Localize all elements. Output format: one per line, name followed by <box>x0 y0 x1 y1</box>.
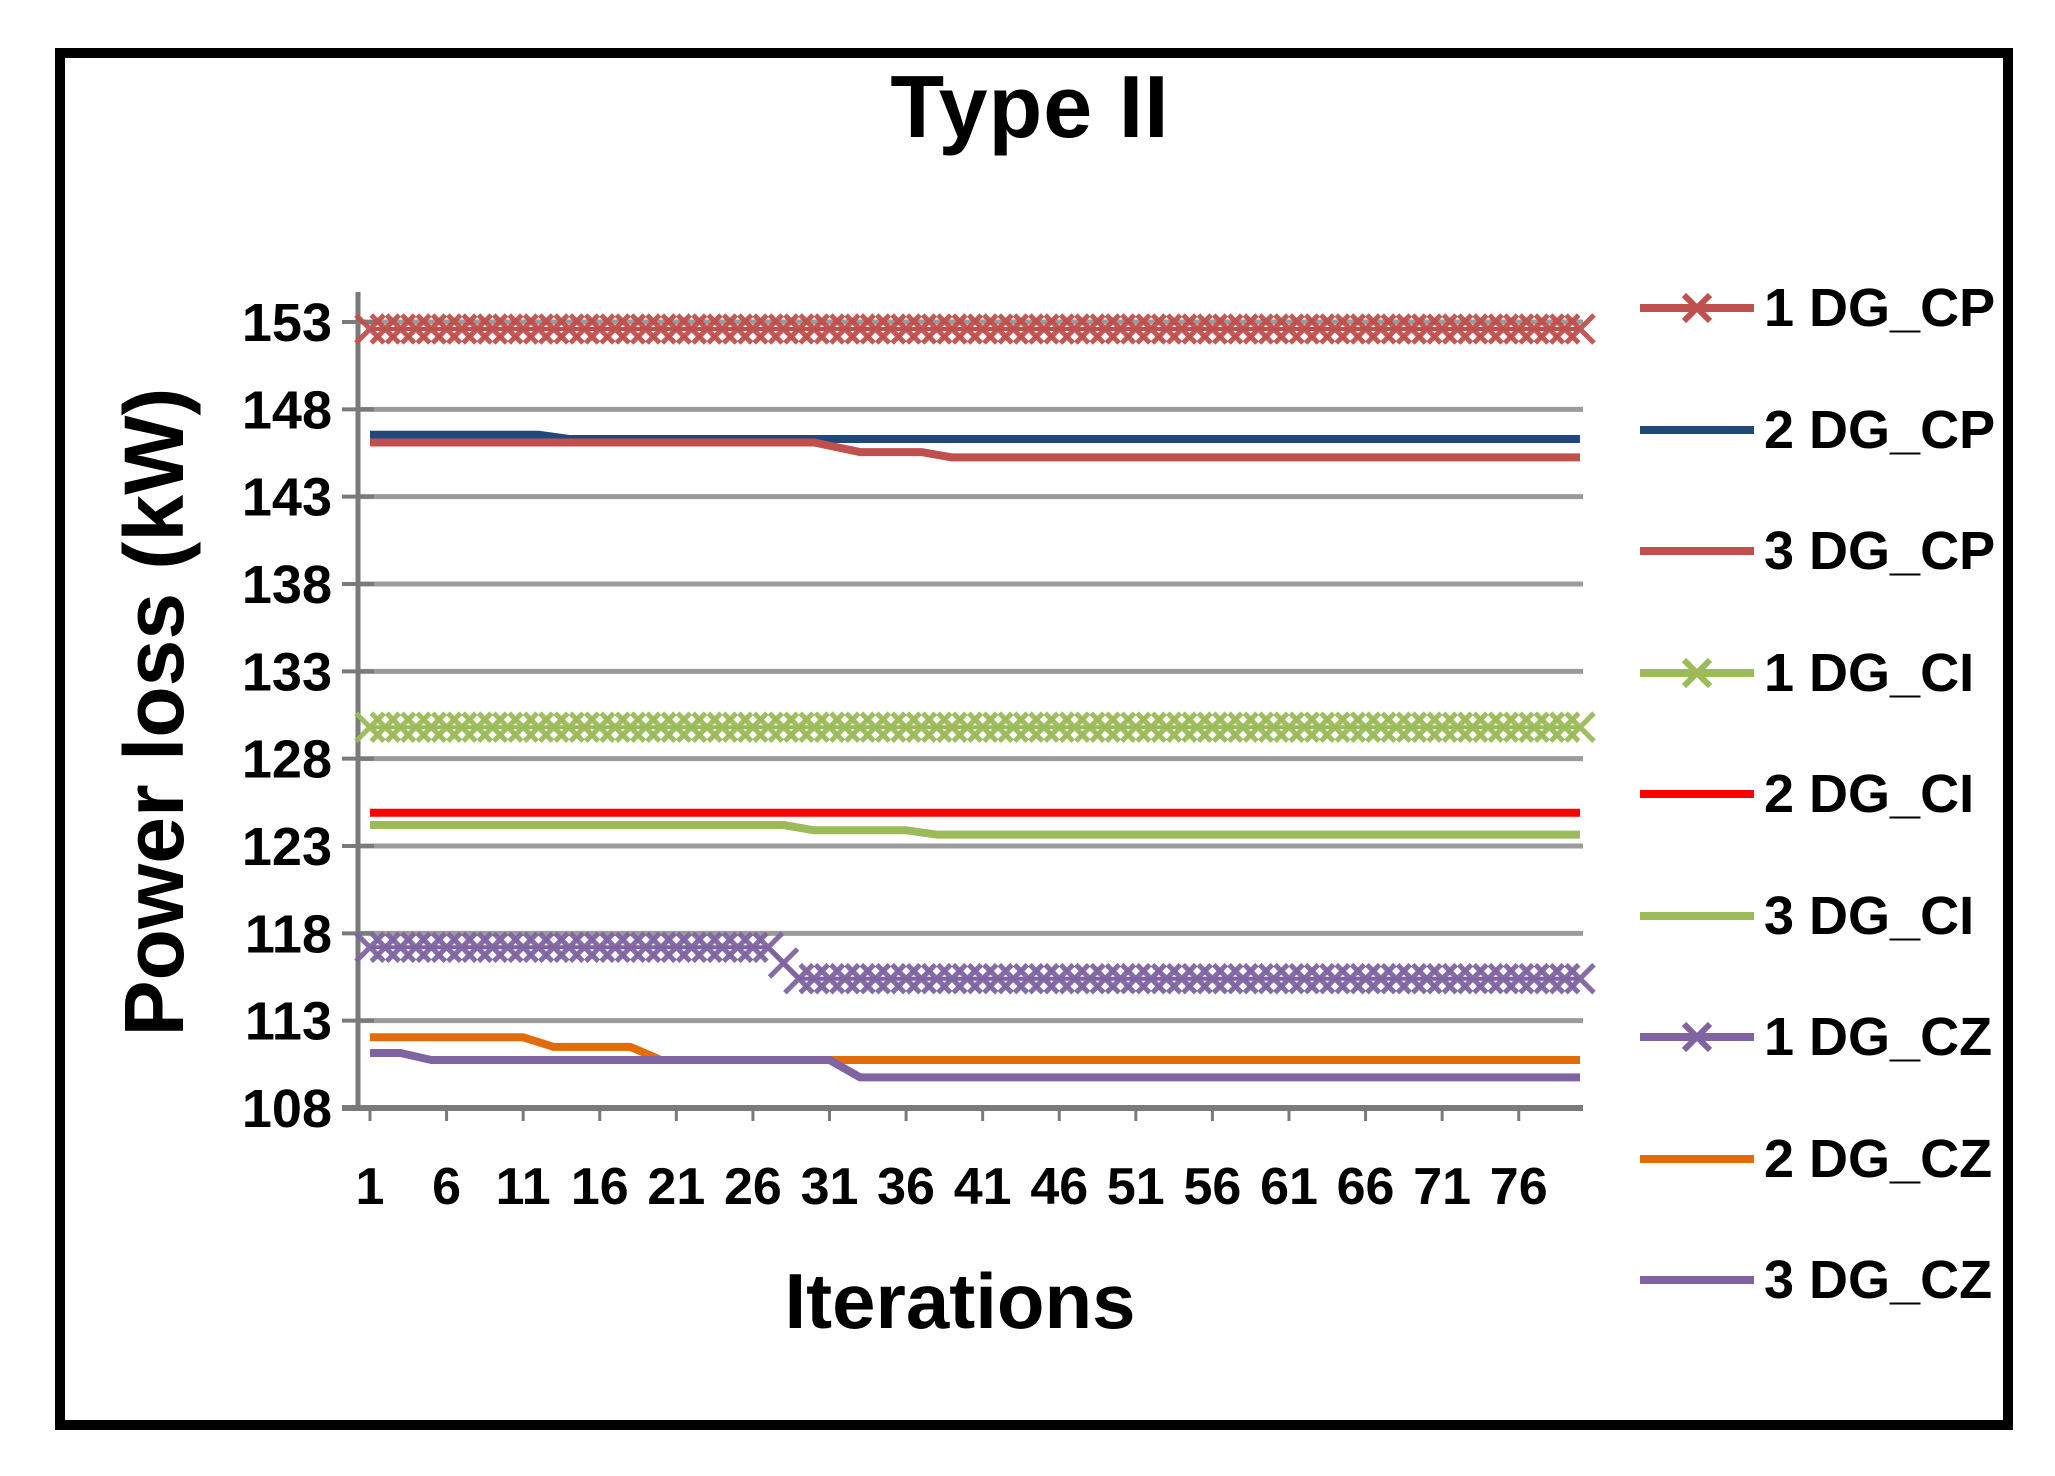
legend-line-swatch <box>1640 1154 1754 1163</box>
legend-label: 2 DG_CZ <box>1764 1128 1993 1189</box>
legend-line-swatch <box>1640 1021 1754 1053</box>
series-line-3-DG_CZ <box>370 1049 1580 1082</box>
legend: 1 DG_CP 2 DG_CP 3 DG_CP 1 DG_CI 2 DG_CI 3 DG_… <box>1638 262 2044 1326</box>
x-axis-title: Iterations <box>784 1257 1136 1345</box>
legend-x-marker-icon <box>1681 657 1713 688</box>
legend-label: 1 DG_CZ <box>1764 1007 1993 1067</box>
y-tick-label: 128 <box>242 730 332 790</box>
x-tick-label: 46 <box>1030 1158 1088 1216</box>
legend-label: 2 DG_CI <box>1764 764 1975 824</box>
legend-line-swatch <box>1640 1276 1754 1284</box>
y-tick-label: 108 <box>242 1079 332 1139</box>
legend-item: 2 DG_CI <box>1638 748 2044 840</box>
legend-item: 3 DG_CI <box>1638 870 2044 962</box>
legend-item: 1 DG_CI <box>1638 627 2044 719</box>
y-tick-label: 143 <box>242 468 332 528</box>
x-tick-label: 26 <box>724 1158 782 1216</box>
legend-item: 3 DG_CZ <box>1638 1234 2044 1326</box>
legend-line-swatch <box>1640 911 1754 920</box>
series-line-2-DG_CP <box>370 430 1580 443</box>
y-tick-label: 153 <box>242 293 332 353</box>
legend-label: 1 DG_CP <box>1764 278 1996 338</box>
x-marker <box>1564 313 1596 345</box>
y-tick-label: 133 <box>242 642 332 702</box>
x-tick-label: 31 <box>801 1158 859 1216</box>
x-tick-label: 41 <box>954 1158 1012 1216</box>
legend-line-swatch <box>1640 657 1754 688</box>
legend-line-swatch <box>1640 547 1754 555</box>
series-line-3-DG_CP <box>370 438 1580 462</box>
legend-x-marker-icon <box>1681 292 1713 324</box>
y-tick-label: 148 <box>242 380 332 440</box>
x-tick-label: 21 <box>647 1158 705 1216</box>
legend-label: 2 DG_CP <box>1764 399 1996 460</box>
legend-label: 1 DG_CI <box>1764 642 1975 703</box>
y-tick-label: 138 <box>242 555 332 615</box>
x-tick-label: 11 <box>496 1158 551 1216</box>
x-tick-label: 16 <box>571 1158 629 1216</box>
y-tick-label: 123 <box>242 817 332 877</box>
legend-item: 3 DG_CP <box>1638 505 2044 597</box>
legend-item: 2 DG_CP <box>1638 384 2044 476</box>
x-tick-label: 1 <box>356 1158 385 1216</box>
y-tick-label: 113 <box>245 992 332 1052</box>
legend-item: 1 DG_CZ <box>1638 991 2044 1083</box>
legend-x-marker-icon <box>1681 1021 1713 1053</box>
legend-line-swatch <box>1640 790 1754 798</box>
x-tick-label: 6 <box>432 1158 461 1216</box>
x-tick-label: 36 <box>877 1158 935 1216</box>
y-tick-label: 118 <box>245 904 332 964</box>
legend-line-swatch <box>1640 292 1754 324</box>
x-tick-label: 76 <box>1490 1158 1548 1216</box>
legend-label: 3 DG_CZ <box>1764 1250 1993 1310</box>
legend-item: 2 DG_CZ <box>1638 1113 2044 1205</box>
legend-line-swatch <box>1640 425 1754 434</box>
legend-label: 3 DG_CP <box>1764 521 1996 581</box>
x-marker <box>1564 962 1596 995</box>
chart-title: Type II <box>890 57 1170 156</box>
legend-item: 1 DG_CP <box>1638 262 2044 354</box>
x-tick-label: 51 <box>1107 1158 1165 1216</box>
x-marker <box>1564 711 1596 743</box>
x-tick-label: 56 <box>1183 1158 1241 1216</box>
x-tick-label: 61 <box>1260 1158 1318 1216</box>
legend-label: 3 DG_CI <box>1764 885 1975 946</box>
x-tick-label: 71 <box>1413 1158 1471 1216</box>
series-line-3-DG_CI <box>370 821 1580 839</box>
x-tick-label: 66 <box>1337 1158 1395 1216</box>
